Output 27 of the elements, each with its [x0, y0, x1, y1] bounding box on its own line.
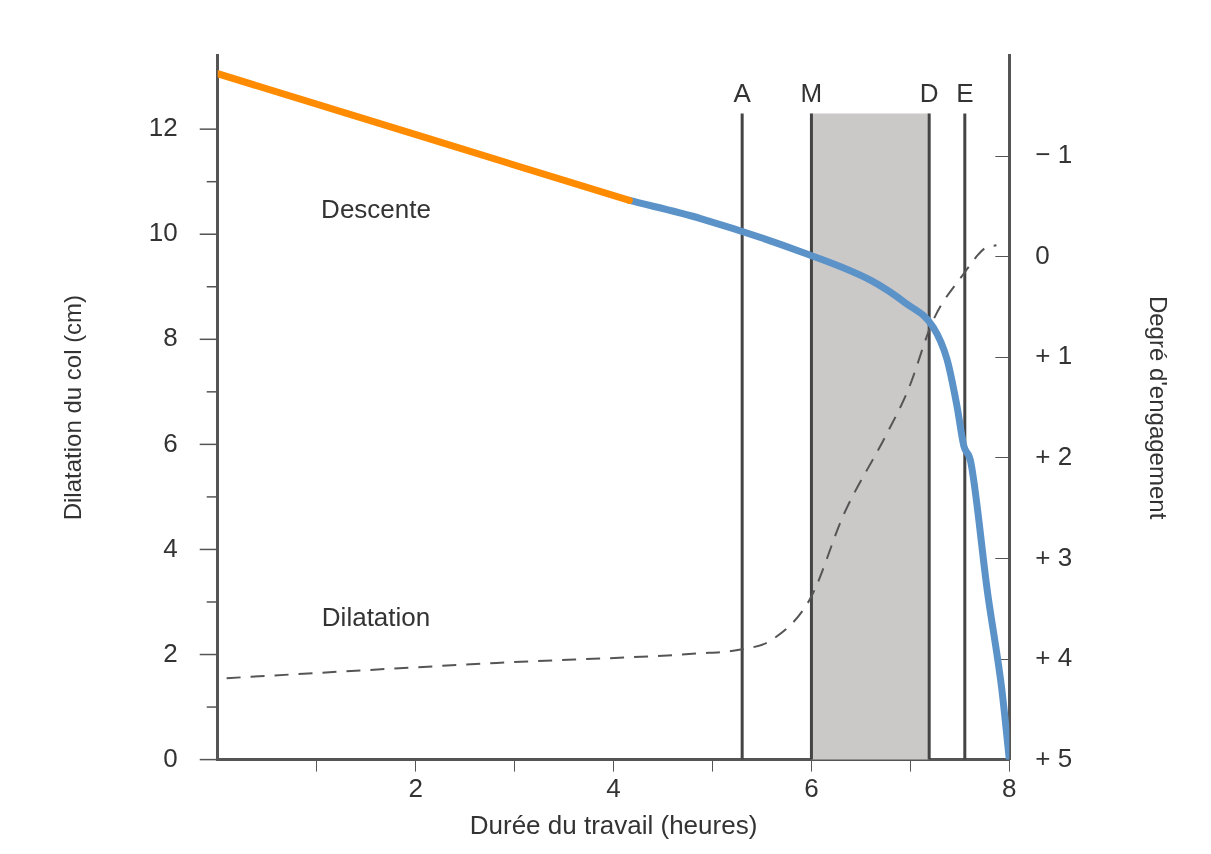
annotation: Dilatation — [321, 601, 431, 632]
ref-line-label: D — [919, 77, 939, 108]
y-tick-label: 0 — [163, 742, 178, 773]
y-tick-label: 10 — [148, 217, 178, 248]
y2-tick-label: − 1 — [1035, 139, 1073, 170]
y-tick-label: 12 — [148, 112, 178, 143]
ref-line-label: A — [733, 77, 752, 108]
x-tick-label: 6 — [804, 773, 819, 804]
x-tick-label: 2 — [408, 773, 423, 804]
annotation: Descente — [321, 193, 431, 224]
y-tick-label: 6 — [163, 427, 178, 458]
y2-axis-title: Degré d'engagement — [1144, 295, 1172, 520]
y-axis-title: Dilatation du col (cm) — [59, 294, 87, 521]
x-tick-label: 4 — [606, 773, 621, 804]
ref-line-label: M — [800, 77, 823, 108]
y2-tick-label: + 1 — [1035, 340, 1073, 371]
x-tick-label: 8 — [1002, 773, 1017, 804]
y2-tick-label: 0 — [1035, 239, 1050, 270]
ref-line-label: E — [956, 77, 974, 108]
y-tick-label: 4 — [163, 532, 178, 563]
y-tick-label: 2 — [163, 637, 178, 668]
y2-tick-label: + 3 — [1035, 541, 1073, 572]
y2-tick-label: + 4 — [1035, 642, 1073, 673]
y2-tick-label: + 2 — [1035, 441, 1073, 472]
x-axis-title: Durée du travail (heures) — [469, 809, 758, 840]
y2-tick-label: + 5 — [1035, 742, 1073, 773]
y-tick-label: 8 — [163, 322, 178, 353]
